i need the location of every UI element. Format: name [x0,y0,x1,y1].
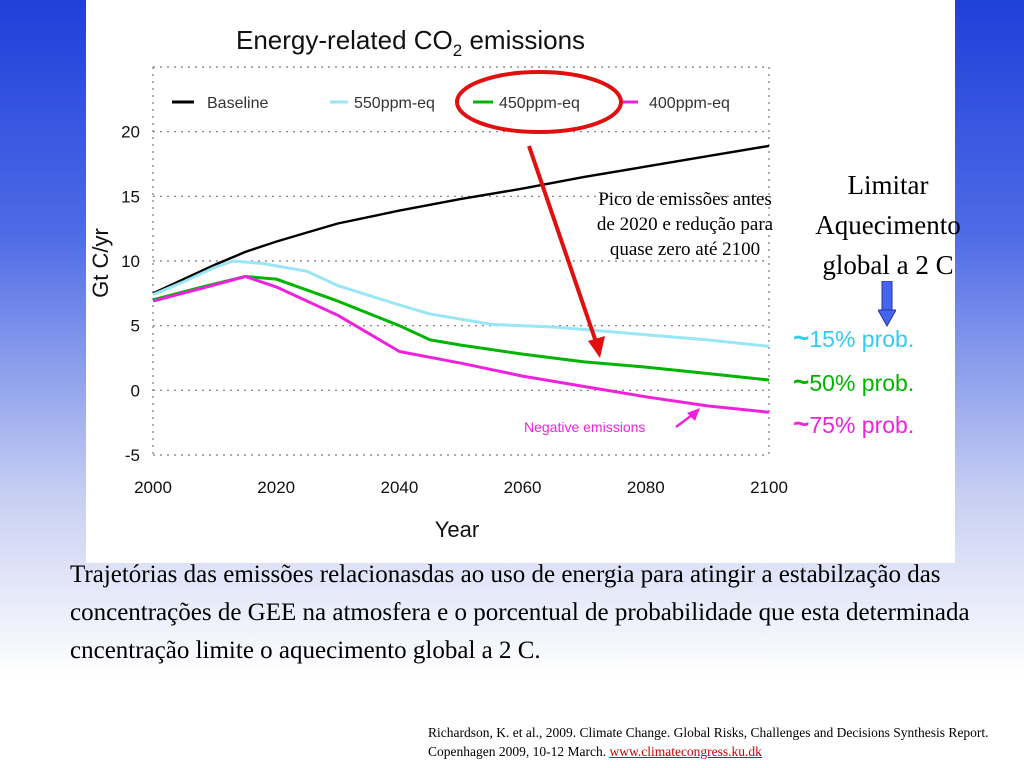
y-tick-label-15: 15 [121,187,140,206]
prob-label-15: 15% prob. [809,326,915,352]
highlight-arrow [527,145,598,343]
legend-label-400ppm-eq: 400ppm-eq [649,95,730,112]
y-tick-label-0: 0 [131,381,140,400]
x-tick-label-2100: 2100 [750,478,788,497]
y-tick-label-10: 10 [121,252,140,271]
highlight-arrowhead [588,336,605,358]
prob-label-75: 75% prob. [809,412,915,438]
negative-emissions-label: Negative emissions [524,419,645,435]
chart-panel: Energy-related CO2 emissions -5 0 5 10 15 20 2… [86,0,955,563]
legend-label-550ppm-eq: 550ppm-eq [354,95,435,112]
probability-75: ~75% prob. [793,408,914,440]
x-tick-label-2040: 2040 [380,478,418,497]
axes: -5 0 5 10 15 20 2000 2020 2040 2060 2080 2100 [121,123,788,497]
x-tick-label-2000: 2000 [134,478,172,497]
series-line-550ppm-eq [152,259,770,348]
series-line-400ppm-eq [152,275,770,414]
y-tick-label--5: -5 [125,446,140,465]
series-line-baseline [152,144,770,295]
tilde-15: ~ [793,322,810,353]
tilde-50: ~ [793,366,810,397]
highlight-circle [455,70,623,134]
legend: Baseline 550ppm-eq 450ppm-eq 400ppm-eq [172,95,730,112]
reference-text: Richardson, K. et al., 2009. Climate Cha… [428,725,989,759]
probability-50: ~50% prob. [793,366,914,398]
x-tick-label-2020: 2020 [257,478,295,497]
y-tick-label-20: 20 [121,123,140,142]
emissions-chart: Energy-related CO2 emissions -5051015202… [88,25,788,542]
legend-label-baseline: Baseline [207,95,268,112]
slide-caption: Trajetórias das emissões relacionasdas a… [70,561,970,664]
x-axis-label: Year [435,517,479,542]
tilde-75: ~ [793,408,810,439]
y-axis-label: Gt C/yr [88,228,113,298]
reference-link[interactable]: www.climatecongress.ku.dk [609,744,762,759]
x-tick-label-2060: 2060 [504,478,542,497]
legend-label-450ppm-eq: 450ppm-eq [499,95,580,112]
series-lines [152,144,770,414]
side-note-limit-warming: Limitar Aquecimento global a 2 C [815,170,961,280]
reference: Richardson, K. et al., 2009. Climate Cha… [428,723,1022,761]
probability-15: ~15% prob. [793,322,914,354]
peak-note: Pico de emissões antes de 2020 e redução… [596,189,774,260]
down-arrow-icon [877,280,897,332]
negative-emissions-pointer [675,414,693,428]
negative-emissions-arrowhead [687,408,700,421]
prob-label-50: 50% prob. [809,370,915,396]
chart-title: Energy-related CO2 emissions [236,25,585,60]
grid-lines [152,66,770,456]
y-tick-label-5: 5 [131,317,140,336]
x-tick-label-2080: 2080 [627,478,665,497]
